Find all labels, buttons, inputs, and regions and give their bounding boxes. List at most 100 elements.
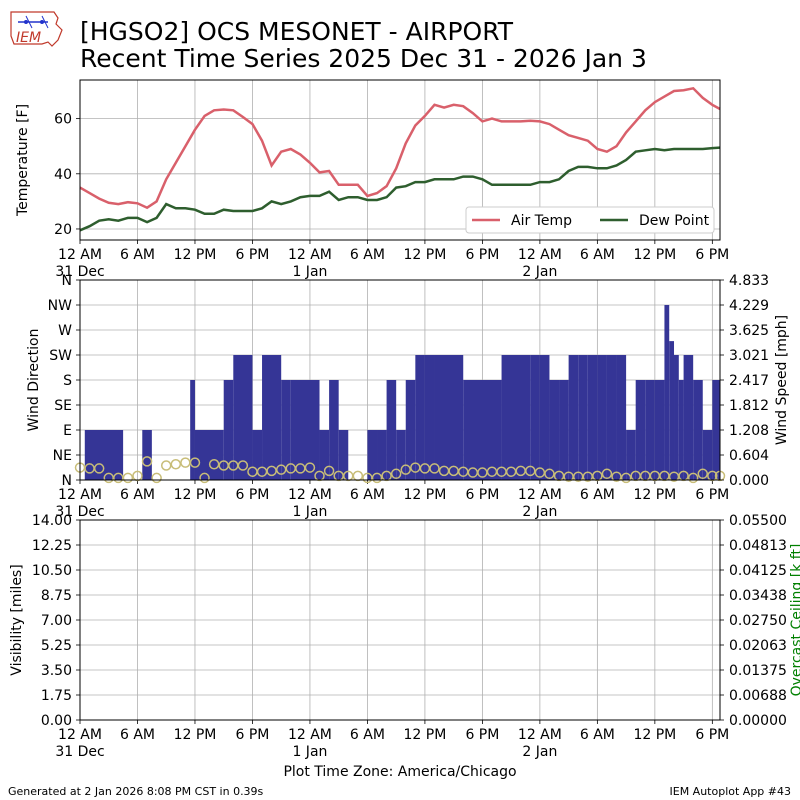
wind-speed-point <box>601 468 613 480</box>
wind-speed-tick-label: 1.812 <box>729 398 769 414</box>
wind-direction-bar <box>606 355 617 480</box>
visibility-axis-label: Visibility [miles] <box>9 564 25 675</box>
wind-speed-point <box>122 472 134 484</box>
wind-speed-point <box>390 468 402 480</box>
generated-footer: Generated at 2 Jan 2026 8:08 PM CST in 0… <box>8 785 264 798</box>
plot-frame <box>79 279 721 481</box>
x-tick-label-2: 12 AM <box>58 487 102 503</box>
wind-speed-point <box>697 468 709 480</box>
ceiling-tick-label: 0.03438 <box>729 588 787 604</box>
x-tick-label-1: 6 PM <box>695 247 729 263</box>
visibility-tick-label: 5.25 <box>41 638 72 654</box>
wind-direction-bar <box>669 341 675 480</box>
plot-frame <box>79 519 721 721</box>
temp-y-axis-label: Temperature [F] <box>15 104 31 217</box>
visibility-tick-label: 3.50 <box>41 663 72 679</box>
x-tick-label-1: 12 AM <box>58 247 102 263</box>
temp-y-tick-label: 40 <box>54 167 72 183</box>
wind-direction-bar <box>501 355 531 480</box>
wind-direction-bar <box>223 380 234 480</box>
wind-direction-bar <box>645 380 655 480</box>
visibility-tick-label: 10.50 <box>32 563 72 579</box>
wind-dir-tick-label: NE <box>53 448 72 464</box>
wind-speed-tick-label: 2.417 <box>729 373 769 389</box>
temp-y-tick-label: 60 <box>54 112 72 128</box>
wind-speed-tick-label: 0.000 <box>729 473 769 489</box>
x-date-label-3: 1 Jan <box>292 744 327 760</box>
visibility-tick-label: 14.00 <box>32 513 72 529</box>
x-tick-label-3: 6 AM <box>350 727 385 743</box>
app-footer: IEM Autoplot App #43 <box>669 785 792 798</box>
x-tick-label-2: 12 PM <box>404 487 447 503</box>
x-tick-label-3: 12 AM <box>288 727 332 743</box>
wind-direction-bar <box>415 355 425 480</box>
page-title: [HGSO2] OCS MESONET - AIRPORT <box>80 17 514 46</box>
x-axis-label: Plot Time Zone: America/Chicago <box>283 764 516 780</box>
wind-direction-bar <box>386 380 397 480</box>
wind-direction-bar <box>190 380 195 480</box>
wind-direction-bar <box>626 430 636 480</box>
wind-dir-tick-label: NW <box>48 298 72 314</box>
wind-speed-point <box>93 463 105 474</box>
x-tick-label-1: 12 PM <box>633 247 676 263</box>
temp-y-tick-label: 20 <box>54 222 72 238</box>
x-date-label-1: 1 Jan <box>292 264 327 280</box>
legend-label-dew-point: Dew Point <box>639 213 710 229</box>
wind-direction-bar <box>84 430 124 480</box>
x-date-label-2: 31 Dec <box>55 504 104 520</box>
wind-dir-tick-label: W <box>58 323 72 339</box>
x-tick-label-1: 6 AM <box>580 247 615 263</box>
ceiling-tick-label: 0.04813 <box>729 538 787 554</box>
wind-direction-bar <box>693 380 703 480</box>
wind-speed-point <box>352 470 364 482</box>
iem-logo: IEM <box>8 8 66 56</box>
wind-direction-bar <box>635 380 646 480</box>
x-tick-label-2: 6 AM <box>120 487 155 503</box>
wind-direction-bar <box>290 380 320 480</box>
wind-speed-tick-label: 3.625 <box>729 323 769 339</box>
wind-direction-bar <box>319 430 330 480</box>
wind-speed-point <box>189 457 201 468</box>
wind-speed-point <box>323 465 335 477</box>
wind-dir-tick-label: SE <box>54 398 72 414</box>
x-tick-label-2: 6 PM <box>236 487 270 503</box>
wind-speed-point <box>620 472 632 484</box>
wind-direction-bar <box>463 380 502 480</box>
x-tick-label-3: 12 PM <box>404 727 447 743</box>
wind-direction-bar <box>142 430 152 480</box>
x-date-label-3: 2 Jan <box>522 744 557 760</box>
wind-direction-bar <box>549 380 560 480</box>
wind-direction-bar <box>559 380 569 480</box>
wind-direction-bar <box>405 380 416 480</box>
plot-frame <box>79 79 721 241</box>
wind-speed-axis-label: Wind Speed [mph] <box>774 315 790 445</box>
wind-speed-point <box>544 468 555 480</box>
wind-direction-bar <box>664 305 670 480</box>
x-tick-label-2: 6 AM <box>350 487 385 503</box>
x-tick-label-2: 12 PM <box>174 487 217 503</box>
wind-speed-point <box>400 464 411 475</box>
series-line-dew-point <box>79 146 721 232</box>
x-tick-label-3: 6 PM <box>465 727 499 743</box>
wind-speed-point <box>304 462 316 473</box>
x-tick-label-3: 12 PM <box>633 727 676 743</box>
wind-direction-bar <box>712 380 720 480</box>
series-line-air-temp <box>79 86 721 210</box>
wind-direction-bar <box>674 355 679 480</box>
wind-direction-bar <box>587 355 598 480</box>
x-tick-label-3: 12 PM <box>174 727 217 743</box>
wind-speed-point <box>429 463 440 474</box>
wind-dir-axis-label: Wind Direction <box>26 329 42 432</box>
x-tick-label-1: 6 PM <box>465 247 499 263</box>
x-tick-label-1: 6 PM <box>236 247 270 263</box>
x-tick-label-3: 12 AM <box>58 727 102 743</box>
wind-direction-bar <box>539 355 550 480</box>
x-date-label-1: 2 Jan <box>522 264 557 280</box>
wind-speed-point <box>151 472 162 484</box>
page-subtitle: Recent Time Series 2025 Dec 31 - 2026 Ja… <box>80 44 647 73</box>
ceiling-axis-label: Overcast Ceiling [k ft] <box>789 544 800 697</box>
x-date-label-2: 1 Jan <box>292 504 327 520</box>
wind-direction-bar <box>424 355 435 480</box>
wind-speed-point <box>687 472 699 484</box>
wind-direction-bar <box>233 355 253 480</box>
